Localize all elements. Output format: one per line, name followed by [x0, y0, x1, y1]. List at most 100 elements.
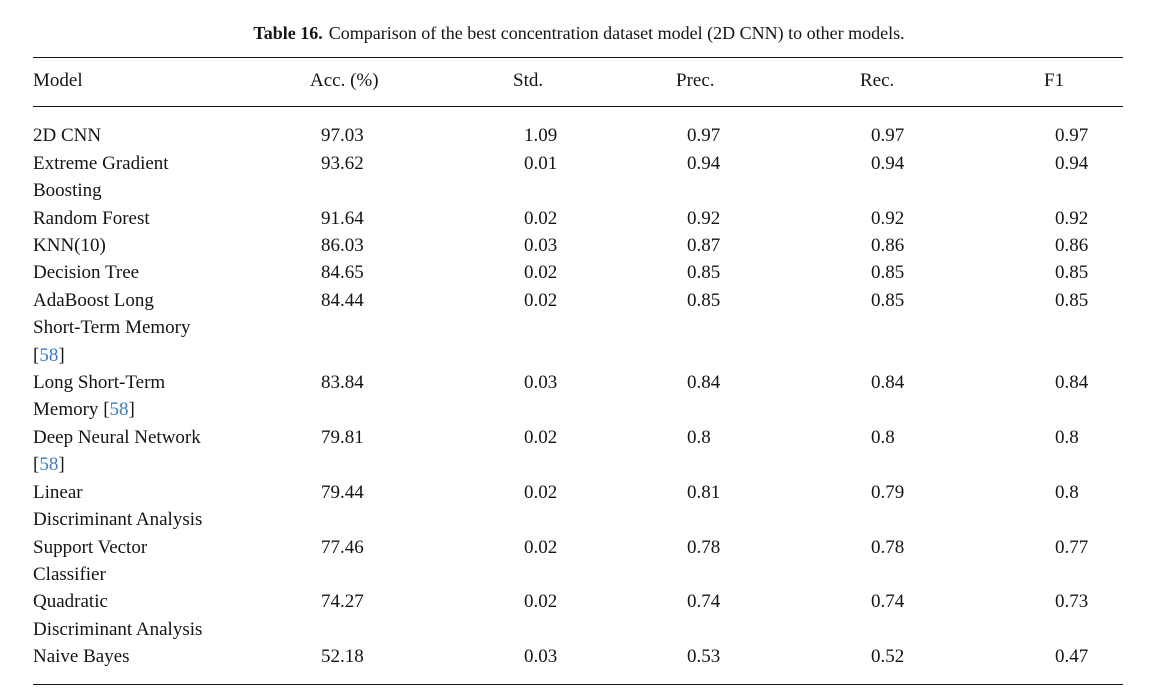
- citation-bracket: [: [103, 399, 110, 421]
- model-name-line: Random Forest: [33, 207, 150, 229]
- f1-value: 0.85: [1055, 262, 1089, 284]
- acc-value: 84.65: [321, 262, 364, 284]
- table-caption-text: Comparison of the best concentration dat…: [328, 23, 905, 43]
- std-value: 0.03: [524, 372, 558, 394]
- prec-value: 0.97: [687, 125, 721, 147]
- table-row: Long Short-Term Memory [58] 83.84 0.03 0.84 0…: [33, 369, 1123, 424]
- citation-bracket: ]: [128, 399, 135, 421]
- table-row: KNN(10) 86.03 0.03 0.87 0.86 0.86: [33, 232, 1123, 259]
- f1-value: 0.8: [1055, 426, 1079, 448]
- rec-value: 0.8: [871, 426, 895, 448]
- citation-link[interactable]: 58: [39, 344, 59, 366]
- acc-value: 79.44: [321, 481, 364, 503]
- model-name-cell: KNN(10): [33, 232, 310, 259]
- f1-value: 0.84: [1055, 372, 1089, 394]
- acc-value: 79.81: [321, 426, 364, 448]
- table-row: Random Forest 91.64 0.02 0.92 0.92 0.92: [33, 205, 1123, 232]
- prec-value: 0.53: [687, 646, 721, 668]
- table-bottom-rule: [33, 683, 1123, 685]
- citation-bracket: [: [33, 344, 40, 366]
- std-value: 0.02: [524, 591, 558, 613]
- prec-value: 0.85: [687, 262, 721, 284]
- model-name-line: [58]: [33, 451, 310, 478]
- results-table-body: 2D CNN 97.03 1.09 0.97 0.97 0.97 Extreme Gradi…: [33, 107, 1123, 684]
- column-header-rec: Rec.: [860, 56, 1044, 108]
- model-name-line: AdaBoost Long: [33, 289, 154, 311]
- model-name-line: Memory [58]: [33, 399, 135, 421]
- std-value: 0.02: [524, 207, 558, 229]
- column-header-f1: F1: [1044, 56, 1123, 108]
- rec-value: 0.85: [871, 262, 905, 284]
- table-row: Extreme Gradient Boosting 93.62 0.01 0.94 0.9…: [33, 150, 1123, 205]
- acc-value: 93.62: [321, 152, 364, 174]
- rec-value: 0.92: [871, 207, 905, 229]
- citation-link[interactable]: 58: [109, 399, 129, 421]
- f1-value: 0.8: [1055, 481, 1079, 503]
- table-caption-label: Table 16.: [253, 23, 323, 43]
- table-caption: Table 16. Comparison of the best concentr…: [0, 0, 1158, 44]
- std-value: 0.02: [524, 262, 558, 284]
- prec-value: 0.8: [687, 426, 711, 448]
- citation-bracket: ]: [58, 454, 65, 476]
- column-header-prec: Prec.: [676, 56, 860, 108]
- table-row: 2D CNN 97.03 1.09 0.97 0.97 0.97: [33, 107, 1123, 150]
- f1-value: 0.85: [1055, 289, 1089, 311]
- model-name-cell: Decision Tree: [33, 259, 310, 286]
- model-name-line: Discriminant Analysis: [33, 509, 203, 531]
- acc-value: 97.03: [321, 125, 364, 147]
- model-name-line: 2D CNN: [33, 125, 102, 147]
- model-name-line: Decision Tree: [33, 262, 140, 284]
- acc-value: 86.03: [321, 235, 364, 257]
- prec-value: 0.85: [687, 289, 721, 311]
- model-name-line: Boosting: [33, 180, 102, 202]
- prec-value: 0.81: [687, 481, 721, 503]
- acc-value: 52.18: [321, 646, 364, 668]
- model-name-cell: Support Vector Classifier: [33, 534, 310, 589]
- prec-value: 0.87: [687, 235, 721, 257]
- f1-value: 0.86: [1055, 235, 1089, 257]
- column-header-acc: Acc. (%): [310, 56, 513, 108]
- model-name-cell: Quadratic Discriminant Analysis: [33, 588, 310, 643]
- table-row: Naive Bayes 52.18 0.03 0.53 0.52 0.47: [33, 643, 1123, 683]
- table-row: Decision Tree 84.65 0.02 0.85 0.85 0.85: [33, 259, 1123, 286]
- rec-value: 0.52: [871, 646, 905, 668]
- rec-value: 0.86: [871, 235, 905, 257]
- model-name-line: Extreme Gradient: [33, 152, 169, 174]
- model-name-line: Discriminant Analysis: [33, 618, 203, 640]
- model-name-line: Support Vector: [33, 536, 148, 558]
- citation-link[interactable]: 58: [39, 454, 59, 476]
- model-name-line: Naive Bayes: [33, 646, 130, 668]
- rec-value: 0.85: [871, 289, 905, 311]
- citation-bracket: [: [33, 454, 40, 476]
- model-name-cell: 2D CNN: [33, 107, 310, 150]
- std-value: 0.02: [524, 426, 558, 448]
- results-table: Model Acc. (%) Std. Prec. Rec. F1 2D CNN…: [33, 56, 1123, 684]
- f1-value: 0.77: [1055, 536, 1089, 558]
- model-name-cell: Naive Bayes: [33, 643, 310, 683]
- model-name-cell: Long Short-Term Memory [58]: [33, 369, 310, 424]
- acc-value: 83.84: [321, 372, 364, 394]
- column-header-std: Std.: [513, 56, 676, 108]
- rec-value: 0.74: [871, 591, 905, 613]
- std-value: 0.02: [524, 481, 558, 503]
- table-row: Deep Neural Network [58] 79.81 0.02 0.8 0.8 0.…: [33, 424, 1123, 479]
- model-name-line: Classifier: [33, 563, 106, 585]
- citation-bracket: ]: [58, 344, 65, 366]
- prec-value: 0.84: [687, 372, 721, 394]
- table-row: Support Vector Classifier 77.46 0.02 0.78 0.7…: [33, 534, 1123, 589]
- prec-value: 0.94: [687, 152, 721, 174]
- rec-value: 0.84: [871, 372, 905, 394]
- acc-value: 77.46: [321, 536, 364, 558]
- model-name-line: Deep Neural Network: [33, 426, 201, 448]
- model-name-cell: Deep Neural Network [58]: [33, 424, 310, 479]
- model-name-line: Short-Term Memory: [33, 317, 191, 339]
- f1-value: 0.73: [1055, 591, 1089, 613]
- rec-value: 0.97: [871, 125, 905, 147]
- acc-value: 91.64: [321, 207, 364, 229]
- rec-value: 0.78: [871, 536, 905, 558]
- model-name-cell: Linear Discriminant Analysis: [33, 479, 310, 534]
- model-name-line: KNN(10): [33, 235, 106, 257]
- acc-value: 84.44: [321, 289, 364, 311]
- model-name-line: Quadratic: [33, 591, 108, 613]
